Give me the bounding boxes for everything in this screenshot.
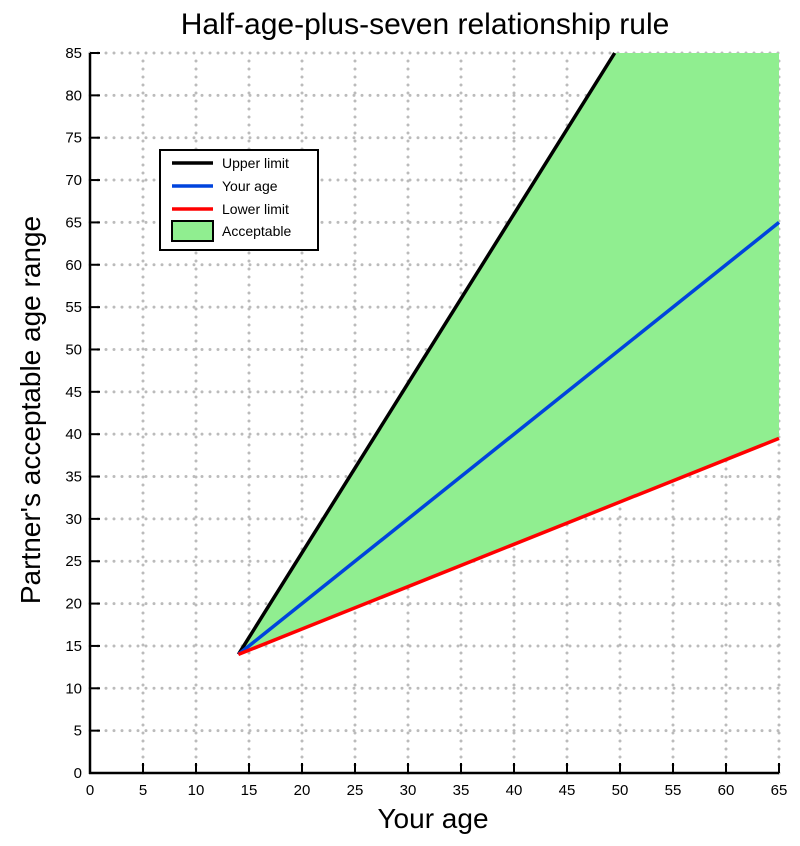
y-tick-label: 60: [65, 257, 82, 274]
y-tick-label: 55: [65, 299, 82, 316]
x-tick-label: 35: [453, 782, 470, 799]
legend: Upper limit Your age Lower limit Acceptable: [159, 149, 319, 251]
x-tick-label: 45: [559, 782, 576, 799]
legend-label: Acceptable: [222, 223, 291, 239]
y-tick-label: 40: [65, 426, 82, 443]
y-tick-label: 35: [65, 469, 82, 486]
chart-title: Half-age-plus-seven relationship rule: [181, 8, 670, 41]
x-tick-label: 65: [771, 782, 788, 799]
y-tick-label: 80: [65, 87, 82, 104]
acceptable-area: [238, 53, 779, 655]
y-tick-label: 45: [65, 384, 82, 401]
y-axis-label: Partner's acceptable age range: [15, 216, 46, 604]
y-tick-label: 0: [74, 765, 82, 782]
y-tick-label: 20: [65, 596, 82, 613]
legend-label: Your age: [222, 178, 278, 194]
y-tick-label: 10: [65, 680, 82, 697]
x-tick-label: 30: [400, 782, 417, 799]
x-tick-label: 50: [612, 782, 629, 799]
legend-label: Upper limit: [222, 155, 289, 171]
y-tick-label: 30: [65, 511, 82, 528]
x-tick-label: 40: [506, 782, 523, 799]
y-tick-label: 15: [65, 638, 82, 655]
y-tick-label: 5: [74, 723, 82, 740]
x-tick-label: 60: [718, 782, 735, 799]
series-line-your-age: [237, 221, 781, 656]
x-tick-label: 0: [86, 782, 94, 799]
x-tick-label: 15: [241, 782, 258, 799]
x-tick-label: 55: [665, 782, 682, 799]
x-axis-label: Your age: [377, 803, 488, 834]
x-tick-label: 20: [294, 782, 311, 799]
legend-swatch-area: [171, 220, 214, 242]
y-tick-label: 25: [65, 553, 82, 570]
y-tick-label: 75: [65, 130, 82, 147]
x-tick-label: 25: [347, 782, 364, 799]
series-line-upper-limit: [236, 52, 617, 656]
legend-label: Lower limit: [222, 201, 289, 217]
x-tick-label: 10: [188, 782, 205, 799]
y-tick-label: 65: [65, 214, 82, 231]
y-tick-label: 50: [65, 341, 82, 358]
y-tick-label: 85: [65, 45, 82, 62]
y-tick-label: 70: [65, 172, 82, 189]
series-line-lower-limit: [237, 436, 780, 657]
x-tick-label: 5: [139, 782, 147, 799]
